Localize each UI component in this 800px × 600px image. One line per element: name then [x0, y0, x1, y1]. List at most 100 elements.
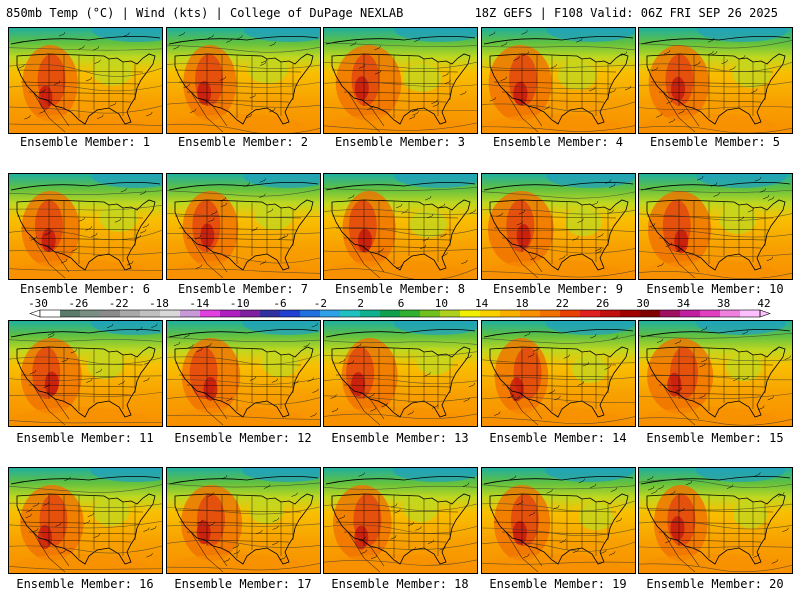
colorbar-tick-label: 22 [556, 297, 569, 310]
colorbar-swatch [540, 310, 561, 317]
colorbar-swatch [240, 310, 261, 317]
ensemble-member-label: Ensemble Member: 12 [174, 431, 312, 445]
colorbar-tick-label: -10 [230, 297, 250, 310]
ensemble-member-label: Ensemble Member: 17 [174, 577, 312, 591]
ensemble-member-label: Ensemble Member: 16 [16, 577, 154, 591]
colorbar-swatch [80, 310, 101, 317]
colorbar-swatch [180, 310, 201, 317]
ensemble-map-2 [166, 27, 321, 134]
colorbar-swatch [600, 310, 621, 317]
ensemble-member-label: Ensemble Member: 6 [19, 282, 151, 296]
temperature-colorbar: -30 -26 -22 -18 -14 -10 -6 -2 2 6 10 14 18 22 26 30 34 38… [28, 297, 771, 318]
ensemble-map-8 [323, 173, 478, 280]
colorbar-swatch [580, 310, 601, 317]
colorbar-tick-label: -14 [189, 297, 209, 310]
ensemble-map-5 [638, 27, 793, 134]
ensemble-member-label: Ensemble Member: 11 [16, 431, 154, 445]
colorbar-left-arrow [29, 309, 41, 318]
colorbar-tick-label: 18 [515, 297, 528, 310]
colorbar-swatch [420, 310, 441, 317]
ensemble-map-15 [638, 320, 793, 427]
colorbar-tick-label: -26 [68, 297, 88, 310]
colorbar-swatch [160, 310, 181, 317]
colorbar-swatch [660, 310, 681, 317]
colorbar-swatch [680, 310, 701, 317]
ensemble-map-19 [481, 467, 636, 574]
colorbar-swatch [560, 310, 581, 317]
ensemble-map-6 [8, 173, 163, 280]
ensemble-map-13 [323, 320, 478, 427]
ensemble-map-4 [481, 27, 636, 134]
ensemble-map-3 [323, 27, 478, 134]
ensemble-member-label: Ensemble Member: 19 [489, 577, 627, 591]
colorbar-tick-label: -6 [273, 297, 286, 310]
colorbar-tick-label: 30 [636, 297, 649, 310]
ensemble-map-10 [638, 173, 793, 280]
ensemble-member-label: Ensemble Member: 8 [334, 282, 466, 296]
ensemble-member-label: Ensemble Member: 18 [331, 577, 469, 591]
colorbar-swatch [740, 310, 761, 317]
colorbar-swatch [360, 310, 381, 317]
colorbar-swatch [320, 310, 341, 317]
colorbar-swatch [380, 310, 401, 317]
colorbar-swatch [300, 310, 321, 317]
ensemble-member-label: Ensemble Member: 1 [19, 135, 151, 149]
colorbar-swatch [140, 310, 161, 317]
colorbar-tick-label: 34 [677, 297, 691, 310]
colorbar-swatch [220, 310, 241, 317]
colorbar-swatch [100, 310, 121, 317]
ensemble-member-label: Ensemble Member: 10 [646, 282, 784, 296]
ensemble-member-label: Ensemble Member: 15 [646, 431, 784, 445]
colorbar-swatch [340, 310, 361, 317]
ensemble-map-11 [8, 320, 163, 427]
colorbar-tick-label: -30 [28, 297, 48, 310]
colorbar-swatch [120, 310, 141, 317]
ensemble-map-20 [638, 467, 793, 574]
colorbar-swatch [620, 310, 641, 317]
colorbar-tick-label: -22 [109, 297, 129, 310]
colorbar-swatch [480, 310, 501, 317]
colorbar-swatch [640, 310, 661, 317]
colorbar-tick-label: 14 [475, 297, 489, 310]
ensemble-member-label: Ensemble Member: 14 [489, 431, 627, 445]
colorbar-tick-label: 6 [398, 297, 405, 310]
colorbar-swatch [40, 310, 61, 317]
colorbar-tick-label: 10 [435, 297, 448, 310]
colorbar-tick-label: 42 [757, 297, 770, 310]
chart-title: 850mb Temp (°C) | Wind (kts) | College o… [6, 6, 404, 20]
colorbar-tick-label: 26 [596, 297, 609, 310]
ensemble-map-7 [166, 173, 321, 280]
ensemble-member-label: Ensemble Member: 9 [492, 282, 624, 296]
colorbar-swatch [280, 310, 301, 317]
ensemble-map-18 [323, 467, 478, 574]
ensemble-member-label: Ensemble Member: 20 [646, 577, 784, 591]
colorbar-tick-label: -2 [314, 297, 327, 310]
colorbar-swatch [700, 310, 721, 317]
ensemble-map-17 [166, 467, 321, 574]
valid-time: 18Z GEFS | F108 Valid: 06Z FRI SEP 26 20… [474, 6, 778, 20]
colorbar-swatch [260, 310, 281, 317]
colorbar-swatch [460, 310, 481, 317]
ensemble-map-14 [481, 320, 636, 427]
colorbar-swatch [400, 310, 421, 317]
colorbar-tick-label: -18 [149, 297, 169, 310]
ensemble-member-label: Ensemble Member: 5 [649, 135, 781, 149]
ensemble-map-12 [166, 320, 321, 427]
colorbar-swatch [60, 310, 81, 317]
ensemble-member-label: Ensemble Member: 4 [492, 135, 624, 149]
ensemble-map-16 [8, 467, 163, 574]
colorbar-right-arrow [759, 309, 771, 318]
ensemble-member-label: Ensemble Member: 3 [334, 135, 466, 149]
ensemble-map-1 [8, 27, 163, 134]
colorbar-swatch [200, 310, 221, 317]
colorbar-swatch [520, 310, 541, 317]
colorbar-swatch [500, 310, 521, 317]
colorbar-tick-label: 38 [717, 297, 730, 310]
colorbar-swatch [440, 310, 461, 317]
ensemble-member-label: Ensemble Member: 13 [331, 431, 469, 445]
colorbar-tick-label: 2 [357, 297, 364, 310]
ensemble-map-9 [481, 173, 636, 280]
colorbar-swatch [720, 310, 741, 317]
ensemble-member-label: Ensemble Member: 7 [177, 282, 309, 296]
ensemble-member-label: Ensemble Member: 2 [177, 135, 309, 149]
